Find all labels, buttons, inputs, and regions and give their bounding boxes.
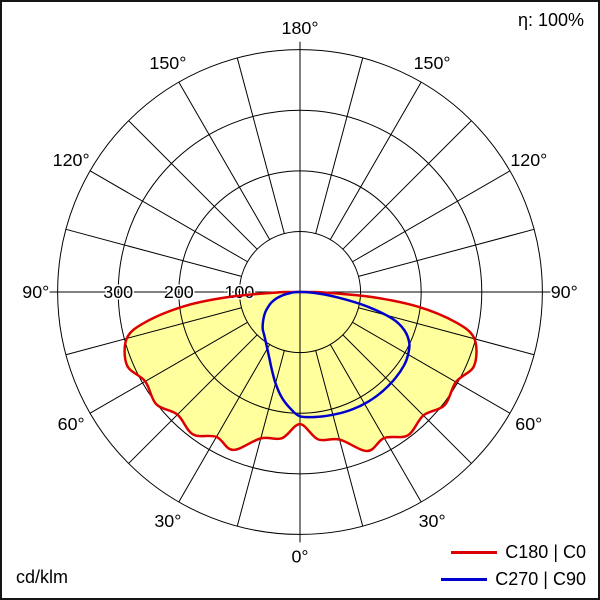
grid-spoke-225	[128, 120, 258, 250]
grid-spoke-60	[352, 321, 511, 414]
efficiency-label: η: 100%	[517, 10, 584, 30]
intensity-fill-layer	[124, 291, 477, 451]
legend-label-c0-c180: C180 | C0	[505, 542, 586, 562]
intensity-curve-c270-c90	[261, 290, 411, 419]
ring-label-200: 200	[164, 282, 194, 302]
grid-spoke-45	[342, 334, 472, 464]
angle-label-150: 150°	[414, 53, 451, 73]
polar-grid-layer	[49, 41, 551, 543]
grid-spoke-210	[178, 81, 271, 240]
angle-label-120: 120°	[510, 150, 547, 170]
grid-spoke-105	[358, 228, 535, 277]
grid-spoke-300	[89, 321, 248, 414]
grid-spoke-315	[128, 334, 258, 464]
grid-spoke-120	[352, 170, 511, 263]
legend-item-c90-c270: C270 | C90	[441, 569, 586, 590]
angle-label-150: 150°	[149, 53, 186, 73]
legend-item-c0-c180: C180 | C0	[441, 542, 586, 563]
grid-spoke-255	[65, 228, 242, 277]
unit-label: cd/klm	[16, 567, 69, 587]
angle-label-30: 30°	[419, 511, 446, 531]
legend-line-blue-icon	[441, 578, 488, 581]
intensity-curve-layer	[123, 290, 478, 453]
angle-label-180: 180°	[282, 18, 319, 38]
grid-spoke-165	[315, 57, 364, 234]
angle-label-0: 0°	[291, 546, 308, 566]
grid-spoke-135	[342, 120, 472, 250]
grid-spoke-30	[329, 344, 422, 503]
angle-label-60: 60°	[58, 414, 85, 434]
grid-spoke-240	[89, 170, 248, 263]
angle-label-120: 120°	[53, 150, 90, 170]
angle-label-60: 60°	[515, 414, 542, 434]
angle-label-30: 30°	[154, 511, 181, 531]
legend-label-c90-c270: C270 | C90	[495, 569, 586, 589]
angle-label-90: 90°	[551, 282, 578, 302]
ring-label-100: 100	[224, 282, 254, 302]
intensity-fill-c0	[124, 291, 477, 451]
grid-spoke-285	[65, 307, 242, 356]
legend: C180 | C0 C270 | C90	[441, 542, 586, 590]
grid-spoke-195	[236, 57, 285, 234]
ring-label-300: 300	[103, 282, 133, 302]
angle-label-90: 90°	[22, 282, 49, 302]
grid-spoke-150	[329, 81, 422, 240]
intensity-curve-c180-c0	[123, 290, 478, 453]
legend-line-red-icon	[451, 551, 498, 554]
grid-spoke-330	[178, 344, 271, 503]
